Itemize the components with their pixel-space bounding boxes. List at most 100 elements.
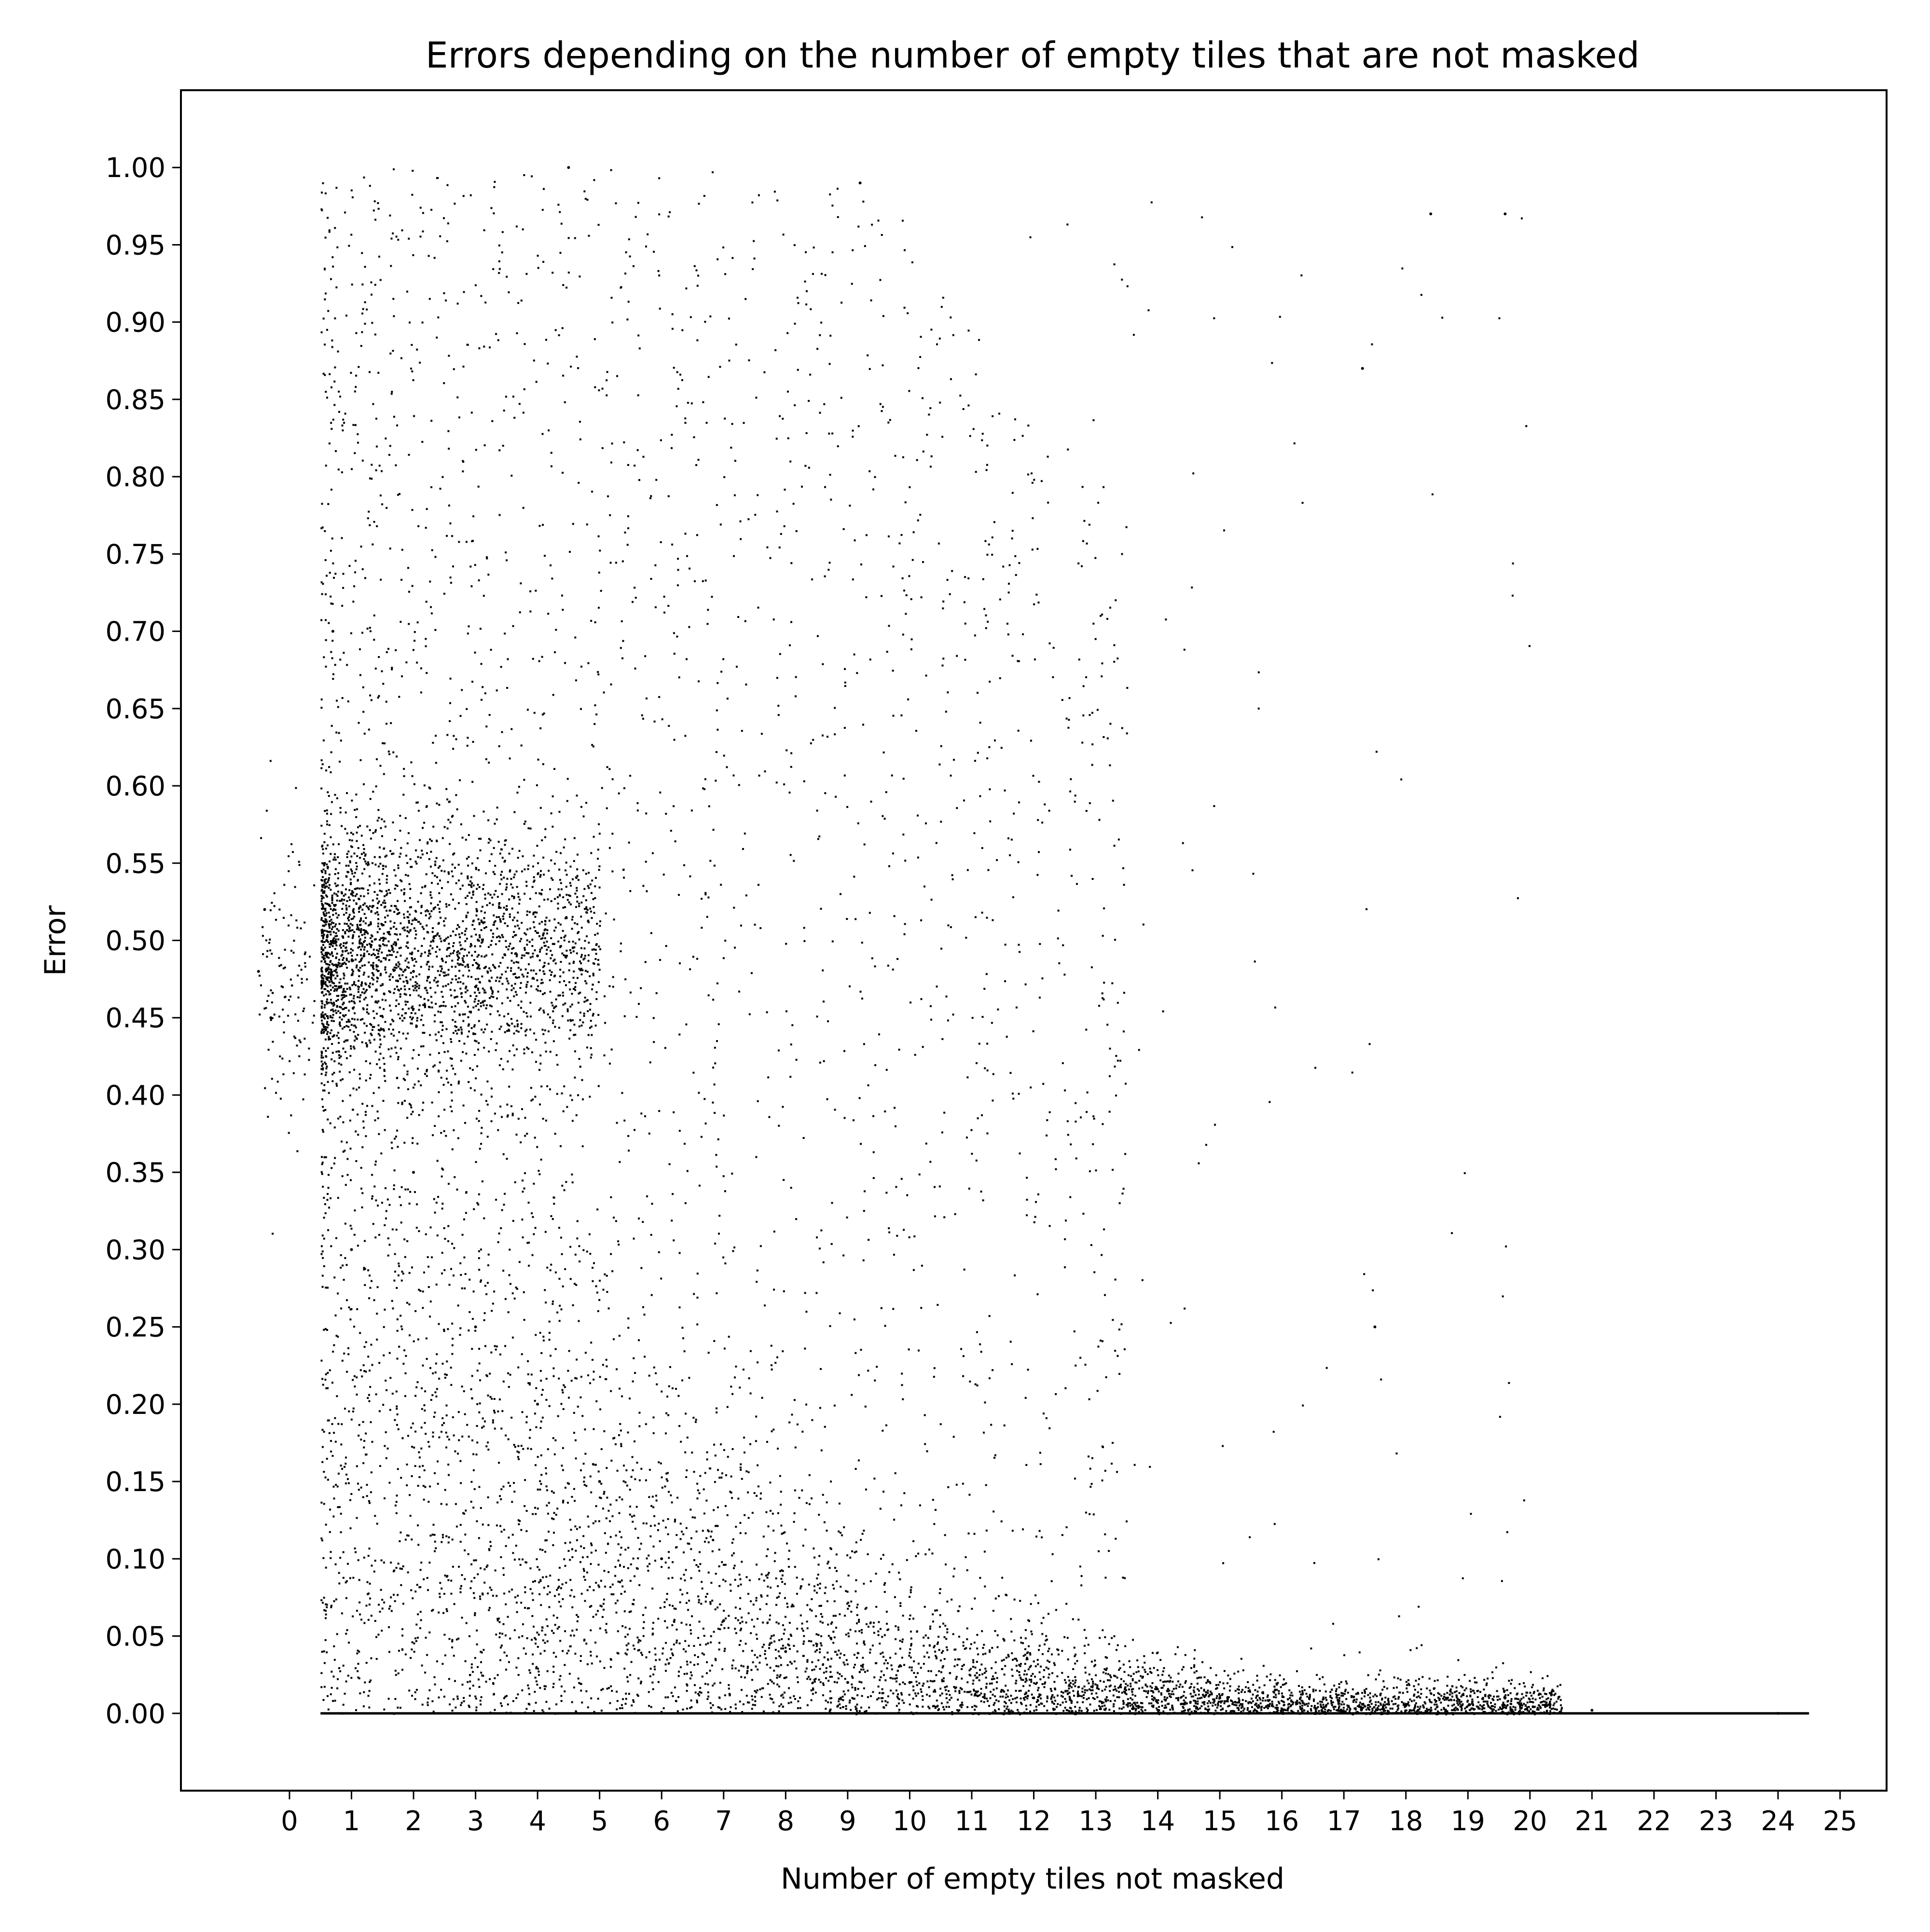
- data-point: [350, 1000, 353, 1002]
- data-point: [473, 928, 476, 930]
- data-point: [545, 1050, 547, 1053]
- data-point: [476, 963, 479, 965]
- data-point: [594, 1025, 597, 1027]
- data-point: [1071, 875, 1073, 877]
- data-point: [361, 1041, 363, 1043]
- data-point: [371, 934, 372, 936]
- data-point: [383, 1008, 385, 1010]
- data-point: [514, 925, 516, 928]
- data-point: [390, 904, 393, 907]
- data-point: [990, 1424, 993, 1426]
- data-point: [447, 983, 450, 986]
- data-point: [796, 1423, 799, 1425]
- data-point: [631, 1515, 633, 1518]
- data-point: [496, 1042, 498, 1044]
- data-point: [1055, 1393, 1057, 1395]
- data-point: [797, 297, 799, 299]
- data-point: [949, 1672, 951, 1674]
- data-point: [440, 1035, 442, 1037]
- data-point: [370, 281, 372, 284]
- data-point: [576, 868, 579, 871]
- data-point: [422, 1031, 424, 1034]
- data-point: [510, 989, 513, 991]
- data-point: [419, 839, 421, 841]
- data-point: [377, 1024, 380, 1027]
- data-point: [378, 817, 380, 819]
- data-point: [350, 855, 353, 858]
- data-point: [385, 957, 387, 959]
- data-point: [489, 893, 492, 896]
- data-point: [304, 951, 306, 954]
- data-point: [431, 966, 434, 968]
- data-point: [924, 885, 925, 888]
- data-point: [424, 1422, 426, 1424]
- data-point: [324, 872, 327, 875]
- data-point: [322, 1014, 325, 1016]
- data-point: [733, 906, 735, 909]
- data-point: [466, 858, 468, 860]
- data-point: [571, 1099, 573, 1101]
- data-point: [1102, 1340, 1103, 1343]
- data-point: [324, 298, 326, 301]
- data-point: [517, 961, 520, 964]
- data-point: [443, 1130, 445, 1132]
- data-point: [339, 396, 341, 398]
- data-point: [1101, 1480, 1103, 1481]
- data-point: [489, 1013, 492, 1015]
- data-point: [333, 1126, 336, 1129]
- data-point: [707, 1352, 710, 1354]
- data-point: [467, 1016, 469, 1018]
- data-point: [598, 945, 600, 948]
- data-point: [430, 1001, 433, 1004]
- data-point: [441, 965, 442, 968]
- data-point: [541, 209, 544, 211]
- data-point: [480, 1143, 482, 1145]
- data-point: [326, 934, 329, 936]
- data-point: [330, 1001, 332, 1004]
- data-point: [685, 1023, 688, 1026]
- data-point: [790, 752, 793, 754]
- data-point: [403, 985, 406, 987]
- data-point: [885, 1424, 887, 1426]
- data-point: [554, 329, 557, 331]
- data-point: [716, 1411, 718, 1413]
- data-point: [400, 922, 402, 925]
- data-point: [560, 961, 562, 963]
- data-point: [568, 981, 571, 984]
- data-point: [425, 873, 427, 876]
- data-point: [587, 954, 590, 957]
- data-point: [766, 1441, 768, 1443]
- data-point: [383, 1070, 386, 1072]
- data-point: [482, 1674, 484, 1677]
- data-point: [360, 959, 362, 962]
- data-point: [711, 596, 713, 598]
- data-point: [475, 866, 477, 869]
- data-point: [915, 730, 917, 732]
- data-point: [1064, 1089, 1066, 1092]
- data-point: [445, 1414, 448, 1417]
- data-point: [439, 488, 441, 490]
- data-point: [493, 914, 495, 917]
- data-point: [324, 981, 327, 983]
- data-point: [578, 905, 580, 907]
- data-point: [342, 1703, 345, 1706]
- data-point: [658, 1110, 661, 1112]
- data-point: [543, 929, 546, 932]
- data-point: [669, 1366, 671, 1368]
- data-point: [589, 1027, 591, 1029]
- data-point: [453, 852, 455, 855]
- data-point: [441, 968, 443, 970]
- data-point: [543, 188, 545, 190]
- data-point: [329, 572, 331, 574]
- data-point: [461, 884, 464, 887]
- data-point: [337, 1010, 340, 1013]
- data-point: [986, 464, 988, 466]
- data-point: [553, 918, 556, 920]
- data-point: [816, 635, 819, 637]
- data-point: [444, 1489, 446, 1491]
- data-point: [379, 494, 382, 497]
- data-point: [599, 1279, 601, 1282]
- data-point: [468, 625, 470, 628]
- data-point: [469, 880, 472, 883]
- data-point: [360, 942, 362, 945]
